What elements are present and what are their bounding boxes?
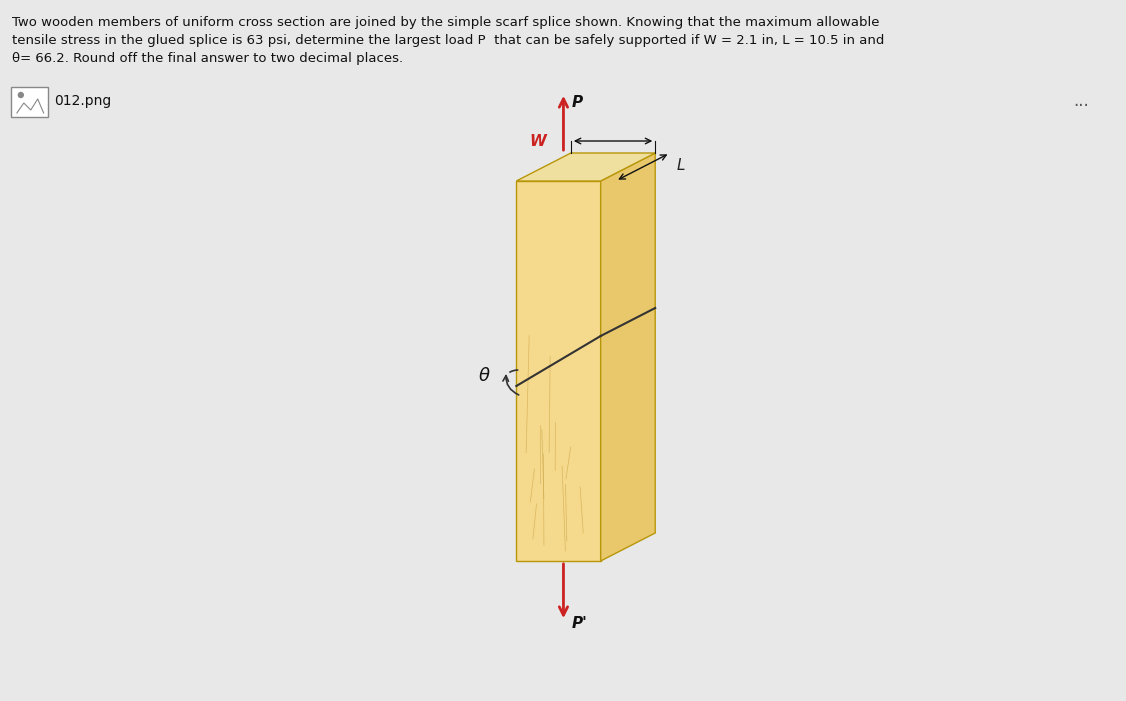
Text: P': P' xyxy=(571,616,587,631)
Polygon shape xyxy=(600,153,655,561)
Polygon shape xyxy=(517,153,655,181)
Text: ...: ... xyxy=(1073,92,1089,110)
Text: Two wooden members of uniform cross section are joined by the simple scarf splic: Two wooden members of uniform cross sect… xyxy=(12,16,884,65)
Text: 012.png: 012.png xyxy=(54,94,111,108)
FancyBboxPatch shape xyxy=(11,87,47,117)
Polygon shape xyxy=(517,181,600,561)
Text: $\theta$: $\theta$ xyxy=(479,367,491,385)
Text: P: P xyxy=(571,95,582,110)
Text: L: L xyxy=(677,158,686,172)
Text: W: W xyxy=(529,133,546,149)
Circle shape xyxy=(18,93,24,97)
